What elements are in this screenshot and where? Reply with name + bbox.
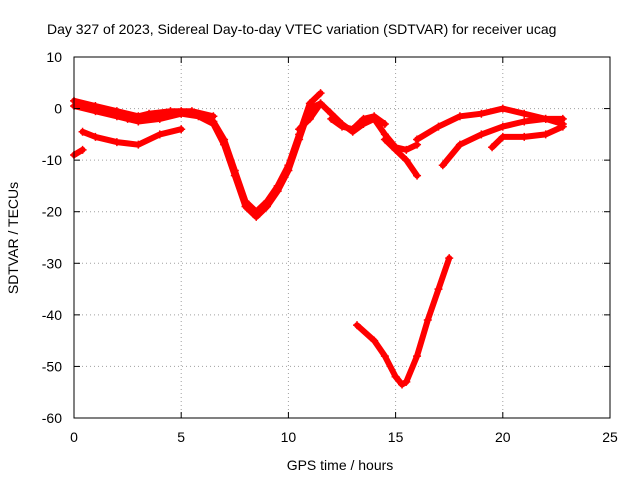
data-point (353, 321, 362, 330)
data-point (370, 336, 379, 345)
x-tick-label: 0 (70, 429, 78, 445)
data-point (434, 285, 443, 294)
series-layer (70, 89, 567, 389)
data-point (391, 372, 400, 381)
data-point (498, 132, 507, 141)
data-point (413, 171, 422, 180)
x-tick-label: 15 (388, 429, 404, 445)
data-point (155, 130, 164, 139)
y-tick-label: 10 (46, 49, 62, 65)
y-tick-label: -60 (42, 410, 62, 426)
data-point (78, 145, 87, 154)
series-trace-5 (71, 146, 86, 158)
data-point (187, 107, 196, 116)
data-point (209, 120, 218, 129)
data-point (209, 112, 218, 121)
data-point (177, 125, 186, 134)
data-point (558, 122, 567, 131)
y-tick-label: -30 (42, 255, 62, 271)
series-trace-4 (79, 126, 185, 148)
x-axis-title: GPS time / hours (287, 457, 394, 473)
series-trace-8 (381, 136, 420, 179)
data-point (284, 166, 293, 175)
data-point (230, 171, 239, 180)
x-tick-label: 5 (177, 429, 185, 445)
data-point (273, 187, 282, 196)
data-point (91, 132, 100, 141)
data-point (380, 120, 389, 129)
data-point (370, 112, 379, 121)
data-point (380, 135, 389, 144)
y-tick-label: -10 (42, 152, 62, 168)
data-point (145, 109, 154, 118)
data-point (402, 156, 411, 165)
y-tick-label: 0 (54, 101, 62, 117)
data-point (155, 114, 164, 123)
data-point (455, 112, 464, 121)
data-point (520, 109, 529, 118)
data-point (498, 104, 507, 113)
data-point (112, 138, 121, 147)
data-point (488, 143, 497, 152)
data-point (348, 125, 357, 134)
series-trace-12 (354, 255, 453, 388)
data-point (541, 130, 550, 139)
data-point (477, 109, 486, 118)
data-point (359, 114, 368, 123)
data-point (241, 202, 250, 211)
data-point (305, 114, 314, 123)
data-point (498, 122, 507, 131)
data-point (413, 135, 422, 144)
data-point (391, 145, 400, 154)
data-point (455, 140, 464, 149)
data-point (295, 135, 304, 144)
data-point (434, 122, 443, 131)
chart-title: Day 327 of 2023, Sidereal Day-to-day VTE… (47, 21, 556, 37)
data-point (402, 145, 411, 154)
data-point (134, 140, 143, 149)
data-point (520, 117, 529, 126)
data-point (520, 132, 529, 141)
x-tick-label: 25 (602, 429, 618, 445)
data-point (78, 127, 87, 136)
data-point (338, 122, 346, 131)
data-point (398, 380, 407, 389)
y-tick-label: -20 (42, 204, 62, 220)
y-axis-title: SDTVAR / TECUs (5, 182, 21, 294)
data-point (541, 114, 550, 123)
data-point (220, 140, 229, 149)
plot-frame (73, 56, 611, 419)
data-point (295, 125, 304, 134)
series-trace-7 (328, 113, 388, 133)
data-point (558, 114, 567, 123)
data-point (123, 114, 132, 123)
tick-layer: 0 5 10 15 20 25 -60 -50 -40 -30 -20 -10 0 10 (42, 49, 618, 445)
data-point (477, 130, 486, 139)
y-tick-label: -50 (42, 358, 62, 374)
y-tick-label: -40 (42, 307, 62, 323)
data-point (380, 352, 389, 361)
data-point (402, 377, 411, 386)
data-point (112, 112, 121, 121)
data-point (305, 104, 314, 113)
data-point (316, 89, 325, 98)
data-point (316, 99, 325, 108)
grid-layer (74, 57, 610, 418)
data-point (413, 352, 422, 361)
data-point (438, 161, 447, 170)
data-point (262, 202, 271, 211)
data-point (445, 254, 454, 263)
x-tick-label: 10 (281, 429, 297, 445)
data-point (166, 107, 175, 116)
data-point (423, 316, 432, 325)
data-point (327, 114, 336, 123)
x-tick-label: 20 (495, 429, 511, 445)
data-point (91, 107, 100, 116)
data-point (252, 212, 261, 221)
series-trace-2 (71, 100, 324, 220)
